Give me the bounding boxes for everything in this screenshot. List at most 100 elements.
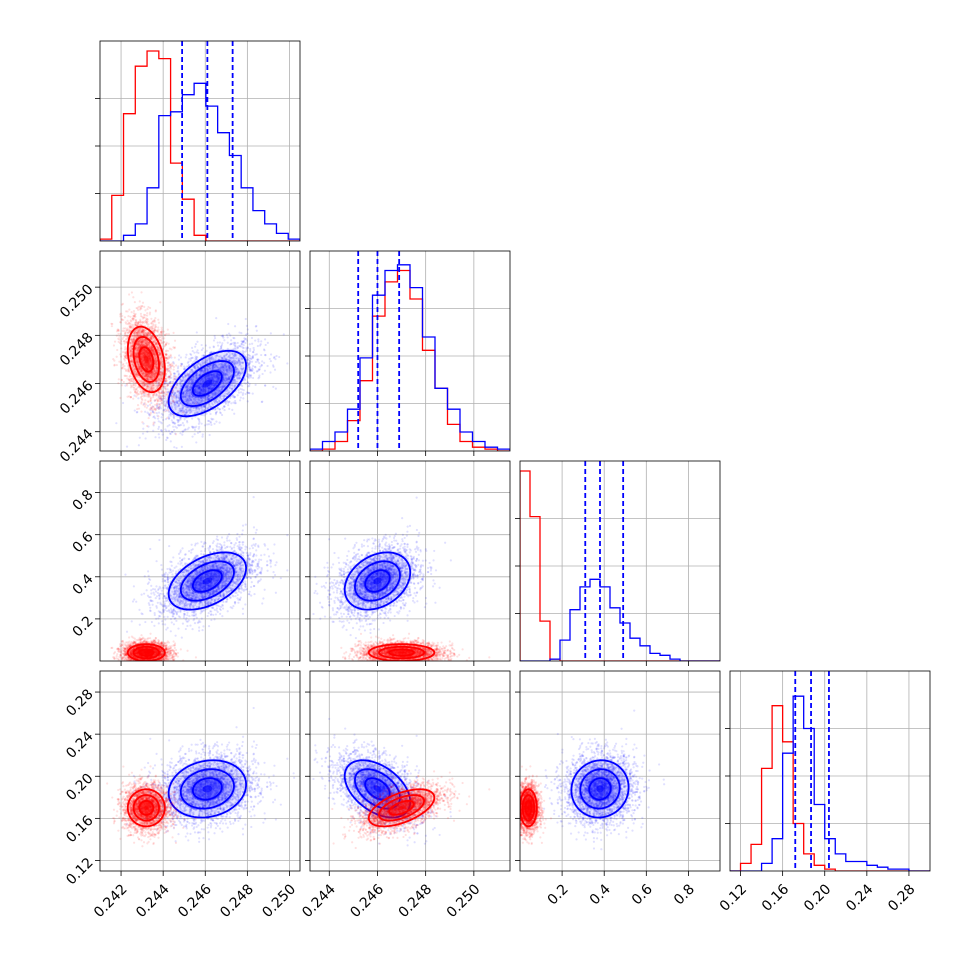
blue-point — [190, 396, 193, 399]
blue-point — [207, 373, 210, 376]
red-point — [122, 380, 125, 384]
blue-point — [166, 407, 170, 410]
blue-point — [212, 379, 215, 382]
blue-point — [248, 363, 251, 367]
red-point — [158, 333, 161, 336]
blue-point — [200, 422, 203, 425]
blue-point — [157, 425, 161, 428]
blue-point — [159, 397, 162, 400]
red-point — [132, 314, 135, 318]
blue-point — [169, 413, 172, 416]
blue-point — [226, 341, 229, 344]
blue-point — [224, 401, 227, 404]
blue-point — [189, 385, 192, 389]
blue-point — [211, 396, 214, 399]
blue-point — [152, 411, 155, 414]
red-point — [141, 421, 144, 424]
blue-point — [189, 410, 192, 413]
red-point — [123, 342, 126, 345]
blue-point — [228, 364, 231, 368]
blue-point — [173, 422, 176, 425]
blue-point — [234, 363, 237, 366]
blue-point — [171, 396, 174, 399]
blue-point — [228, 390, 231, 393]
blue-point — [157, 433, 160, 436]
blue-point — [171, 421, 174, 424]
blue-point — [201, 399, 204, 402]
blue-point — [168, 381, 171, 385]
red-point — [161, 402, 164, 405]
blue-point — [206, 396, 209, 399]
blue-point — [222, 374, 225, 377]
blue-point — [211, 357, 214, 361]
blue-point — [233, 396, 236, 399]
blue-point — [228, 378, 231, 381]
blue-point — [177, 370, 180, 373]
red-point — [156, 335, 159, 338]
red-point — [126, 377, 129, 380]
blue-point — [198, 382, 201, 386]
red-point — [144, 309, 147, 312]
blue-point — [258, 344, 262, 347]
blue-point — [272, 385, 275, 389]
blue-point — [219, 412, 222, 415]
blue-point — [269, 360, 272, 363]
blue-point — [185, 411, 189, 414]
red-point — [169, 373, 172, 377]
blue-point — [260, 340, 263, 343]
blue-point — [226, 370, 229, 373]
red-point — [167, 364, 170, 368]
blue-point — [247, 364, 250, 367]
blue-point — [208, 387, 211, 390]
blue-point — [185, 400, 189, 403]
blue-point — [222, 382, 225, 385]
red-point — [169, 371, 172, 374]
blue-point — [185, 353, 188, 356]
blue-point — [237, 371, 240, 375]
blue-point — [179, 383, 182, 386]
blue-point — [200, 371, 203, 374]
blue-point — [255, 324, 258, 328]
blue-point — [153, 421, 156, 424]
blue-point — [197, 407, 201, 411]
blue-point — [240, 343, 243, 346]
blue-point — [199, 370, 202, 373]
blue-point — [208, 387, 212, 390]
red-point — [168, 347, 171, 350]
blue-point — [163, 382, 166, 385]
red-point — [156, 406, 159, 410]
blue-point — [213, 390, 216, 393]
blue-point — [212, 366, 215, 369]
blue-point — [236, 362, 239, 365]
blue-point — [245, 339, 249, 342]
blue-point — [216, 389, 219, 392]
blue-point — [177, 424, 180, 427]
blue-point — [212, 384, 215, 387]
blue-point — [214, 375, 217, 378]
blue-point — [228, 376, 231, 379]
red-point — [115, 355, 118, 358]
red-point — [147, 395, 151, 398]
blue-point — [203, 354, 206, 357]
blue-point — [175, 397, 178, 400]
blue-point — [250, 369, 253, 372]
blue-point — [197, 382, 201, 385]
blue-point — [216, 376, 220, 379]
red-point — [162, 397, 165, 400]
blue-point — [196, 386, 199, 389]
blue-point — [169, 414, 173, 417]
blue-point — [247, 353, 250, 357]
blue-point — [189, 408, 192, 411]
blue-point — [186, 372, 189, 375]
blue-point — [223, 368, 226, 372]
blue-point — [228, 407, 231, 410]
blue-point — [197, 418, 201, 421]
blue-point — [167, 375, 171, 378]
blue-point — [204, 344, 208, 347]
blue-point — [213, 384, 216, 387]
blue-point — [215, 411, 218, 414]
blue-point — [248, 362, 251, 365]
red-point — [141, 321, 144, 324]
blue-point — [183, 410, 186, 413]
blue-point — [221, 366, 224, 369]
